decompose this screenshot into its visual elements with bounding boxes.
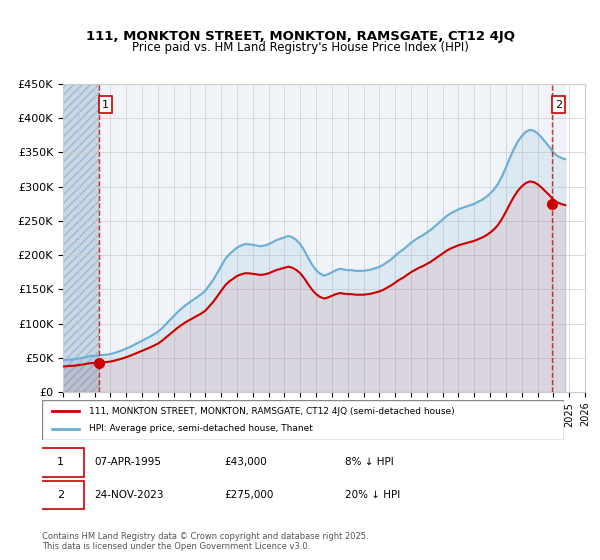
Text: 2: 2 — [57, 490, 64, 500]
Text: £43,000: £43,000 — [224, 458, 268, 468]
Text: Contains HM Land Registry data © Crown copyright and database right 2025.
This d: Contains HM Land Registry data © Crown c… — [42, 532, 368, 552]
Text: 07-APR-1995: 07-APR-1995 — [94, 458, 161, 468]
Text: 24-NOV-2023: 24-NOV-2023 — [94, 490, 164, 500]
Text: 8% ↓ HPI: 8% ↓ HPI — [345, 458, 394, 468]
Text: 20% ↓ HPI: 20% ↓ HPI — [345, 490, 400, 500]
Text: 111, MONKTON STREET, MONKTON, RAMSGATE, CT12 4JQ (semi-detached house): 111, MONKTON STREET, MONKTON, RAMSGATE, … — [89, 407, 455, 416]
Text: 1: 1 — [102, 100, 109, 110]
FancyBboxPatch shape — [42, 400, 564, 440]
FancyBboxPatch shape — [37, 481, 84, 510]
Text: 111, MONKTON STREET, MONKTON, RAMSGATE, CT12 4JQ: 111, MONKTON STREET, MONKTON, RAMSGATE, … — [86, 30, 515, 43]
Text: HPI: Average price, semi-detached house, Thanet: HPI: Average price, semi-detached house,… — [89, 424, 313, 433]
Text: 1: 1 — [57, 458, 64, 468]
Text: 2: 2 — [555, 100, 562, 110]
Text: £275,000: £275,000 — [224, 490, 274, 500]
FancyBboxPatch shape — [37, 448, 84, 477]
Text: Price paid vs. HM Land Registry's House Price Index (HPI): Price paid vs. HM Land Registry's House … — [131, 41, 469, 54]
